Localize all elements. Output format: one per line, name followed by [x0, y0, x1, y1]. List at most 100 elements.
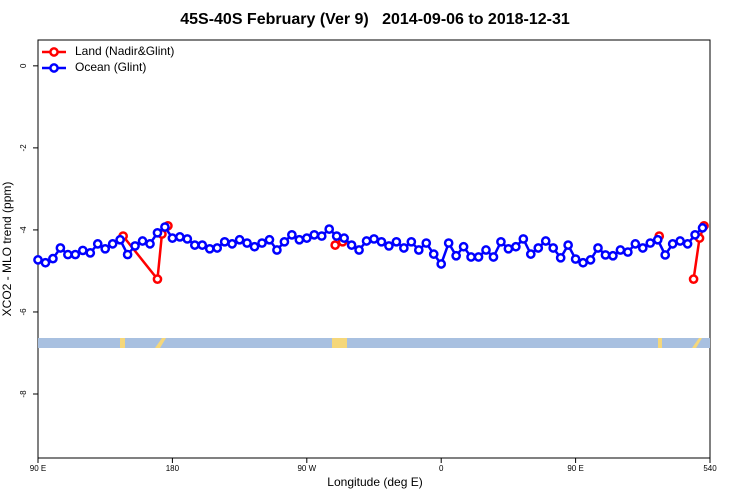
point — [443, 238, 454, 248]
y-tick-label: -6 — [19, 308, 28, 316]
point — [294, 234, 305, 245]
point — [301, 233, 312, 243]
point — [242, 238, 252, 248]
point — [175, 232, 185, 242]
point — [563, 240, 573, 250]
point — [55, 243, 66, 253]
point — [130, 241, 140, 251]
point — [234, 234, 245, 245]
point — [451, 250, 461, 261]
point — [600, 250, 611, 260]
point — [682, 239, 693, 249]
point — [249, 241, 260, 252]
point — [525, 249, 536, 259]
point — [540, 236, 551, 246]
legend-label: Land (Nadir&Glint) — [75, 44, 174, 58]
land-patch — [658, 338, 662, 348]
point — [688, 274, 699, 285]
x-tick-label: 0 — [439, 464, 444, 473]
point — [630, 239, 641, 249]
point — [100, 243, 111, 254]
point — [570, 254, 581, 264]
point — [399, 243, 409, 253]
point — [518, 234, 529, 244]
point — [160, 222, 170, 232]
point — [555, 252, 566, 263]
point — [361, 236, 372, 246]
point — [466, 252, 476, 262]
point — [578, 257, 588, 268]
point — [204, 243, 215, 254]
point — [488, 252, 499, 262]
point — [85, 248, 96, 258]
chart-title: 45S-40S February (Ver 9) 2014-09-06 to 2… — [180, 11, 570, 28]
point — [481, 245, 491, 255]
point — [115, 234, 125, 245]
y-axis-label: XCO2 - MLO trend (ppm) — [0, 182, 14, 317]
point — [227, 239, 237, 249]
point — [330, 240, 341, 250]
point — [339, 233, 349, 243]
point — [652, 234, 663, 245]
land-patch — [155, 338, 166, 348]
point — [690, 229, 700, 240]
point — [436, 259, 447, 269]
point — [152, 274, 163, 285]
point — [675, 236, 685, 246]
point — [421, 238, 432, 248]
point — [496, 236, 506, 247]
point — [212, 243, 223, 253]
y-tick-label: -8 — [19, 390, 28, 398]
ocean-strip — [38, 338, 710, 348]
y-tick-label: -2 — [19, 144, 28, 152]
point — [384, 241, 394, 251]
point — [77, 245, 88, 256]
legend-label: Ocean (Glint) — [75, 60, 146, 74]
point — [145, 239, 155, 249]
point — [167, 233, 178, 243]
point — [645, 238, 656, 248]
point — [152, 227, 163, 238]
land-patch — [692, 338, 702, 348]
x-tick-label: 540 — [703, 464, 717, 473]
point — [309, 229, 320, 240]
point — [473, 252, 484, 262]
point — [623, 247, 633, 257]
y-tick-label: 0 — [19, 63, 28, 68]
point — [219, 236, 230, 247]
point — [376, 236, 387, 247]
point — [287, 229, 297, 240]
x-axis-label: Longitude (deg E) — [327, 475, 422, 489]
point — [324, 224, 335, 234]
point — [48, 253, 58, 264]
point — [637, 243, 648, 253]
point — [511, 241, 521, 252]
x-tick-label: 90 E — [567, 464, 583, 473]
legend-marker — [49, 63, 59, 73]
point — [533, 243, 544, 253]
point — [279, 236, 290, 247]
x-tick-label: 90 E — [30, 464, 46, 473]
point — [122, 249, 133, 260]
point — [369, 234, 379, 244]
land-strip — [38, 338, 710, 348]
land-patch — [120, 338, 125, 348]
point — [428, 249, 439, 259]
y-tick-label: -4 — [19, 226, 28, 234]
plot-frame — [37, 39, 711, 459]
point — [548, 243, 559, 253]
point — [70, 249, 81, 260]
point — [272, 245, 282, 255]
point — [264, 234, 275, 245]
x-tick-label: 180 — [166, 464, 180, 473]
point — [615, 245, 626, 255]
point — [346, 240, 357, 250]
point — [354, 245, 364, 255]
point — [33, 255, 43, 265]
point — [458, 241, 469, 252]
point — [331, 231, 342, 241]
point — [257, 238, 267, 248]
point — [63, 249, 73, 260]
